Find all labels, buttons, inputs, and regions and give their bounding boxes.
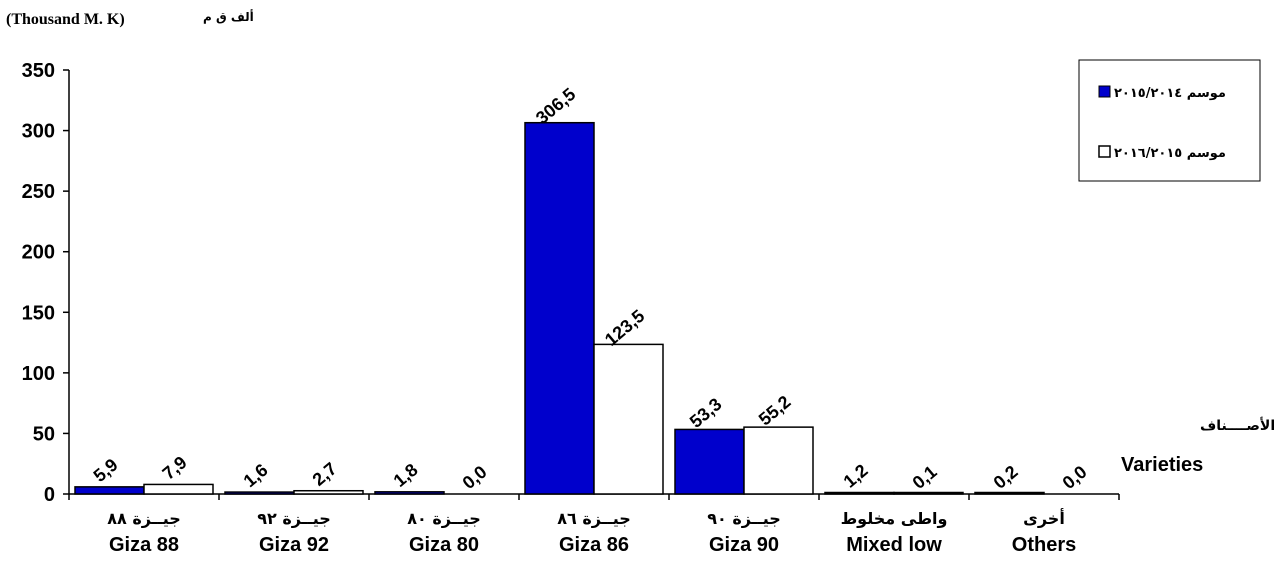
data-label: 53,3 (686, 394, 726, 432)
x-category-label-english: Giza 92 (259, 534, 329, 556)
y-axis-ticks: 0 50 100 150 200 250 300 350 (22, 60, 69, 506)
data-label: 0,0 (1059, 462, 1091, 493)
data-label: 0,0 (459, 462, 491, 493)
data-label: 7,9 (159, 452, 191, 483)
x-category-label-english: Giza 80 (409, 534, 479, 556)
data-label: 0,2 (990, 461, 1022, 492)
x-category-label-arabic: أخرى (1023, 508, 1065, 528)
data-label: 1,6 (240, 460, 272, 491)
data-label: 0,1 (909, 462, 941, 493)
bar-2015-2016 (893, 491, 964, 495)
x-category-label-english: Giza 88 (109, 534, 179, 556)
bar-2014-2015 (524, 121, 595, 495)
bar-2014-2015 (824, 491, 895, 495)
x-category-label-arabic: جيــزة ٨٠ (407, 509, 481, 528)
bar-2014-2015 (674, 428, 745, 495)
y-tick-label: 100 (22, 363, 55, 385)
y-tick-label: 50 (33, 423, 55, 445)
bar-2014-2015 (74, 486, 145, 495)
y-unit-label-english: (Thousand M. K) (6, 11, 125, 28)
x-category-label-english: Giza 90 (709, 534, 779, 556)
legend-swatch-2014-2015 (1098, 85, 1111, 98)
bar-2015-2016 (743, 426, 814, 495)
x-axis-title-english: Varieties (1121, 454, 1203, 476)
bar-2015-2016 (293, 489, 364, 495)
data-label: 1,2 (840, 460, 872, 491)
legend: موسم ٢٠١٥/٢٠١٤ موسم ٢٠١٦/٢٠١٥ (1078, 59, 1261, 182)
x-category-label-english: Others (1012, 534, 1076, 556)
y-tick-label: 200 (22, 242, 55, 264)
data-label: 306,5 (532, 84, 579, 128)
data-label: 2,7 (309, 458, 341, 489)
bar-2015-2016 (593, 343, 664, 495)
legend-label-2014-2015: موسم ٢٠١٥/٢٠١٤ (1114, 86, 1226, 101)
x-axis-title-arabic: الأصــــناف (1200, 417, 1275, 434)
x-category-label-arabic: جيــزة ٩٢ (257, 509, 331, 528)
x-category-label-arabic: جيــزة ٨٦ (557, 509, 631, 528)
y-tick-label: 350 (22, 60, 55, 82)
data-label: 1,8 (390, 460, 422, 491)
bar-2015-2016 (143, 483, 214, 495)
data-label: 55,2 (755, 392, 795, 430)
y-tick-label: 300 (22, 121, 55, 143)
x-category-label-arabic: واطى مخلوط (841, 509, 948, 528)
x-category-label-arabic: جيــزة ٩٠ (707, 509, 781, 528)
y-tick-label: 0 (44, 484, 55, 506)
y-tick-label: 150 (22, 302, 55, 324)
legend-label-2015-2016: موسم ٢٠١٦/٢٠١٥ (1114, 146, 1226, 161)
bar-2014-2015 (224, 491, 295, 495)
x-category-label-english: Mixed low (846, 534, 942, 556)
x-category-label-english: Giza 86 (559, 534, 629, 556)
legend-box (1078, 59, 1261, 182)
bars-group (74, 121, 1045, 495)
y-unit-label-arabic: ألف ق م (203, 9, 254, 25)
legend-swatch-2015-2016 (1098, 145, 1111, 158)
y-tick-label: 250 (22, 181, 55, 203)
x-category-labels: جيــزة ٨٨ Giza 88 جيــزة ٩٢ Giza 92 جيــزة ٨… (107, 508, 1076, 556)
x-category-label-arabic: جيــزة ٨٨ (107, 509, 181, 528)
data-label: 5,9 (90, 455, 122, 486)
data-label: 123,5 (601, 306, 648, 350)
bar-2014-2015 (374, 491, 445, 495)
bar-2014-2015 (974, 491, 1045, 495)
